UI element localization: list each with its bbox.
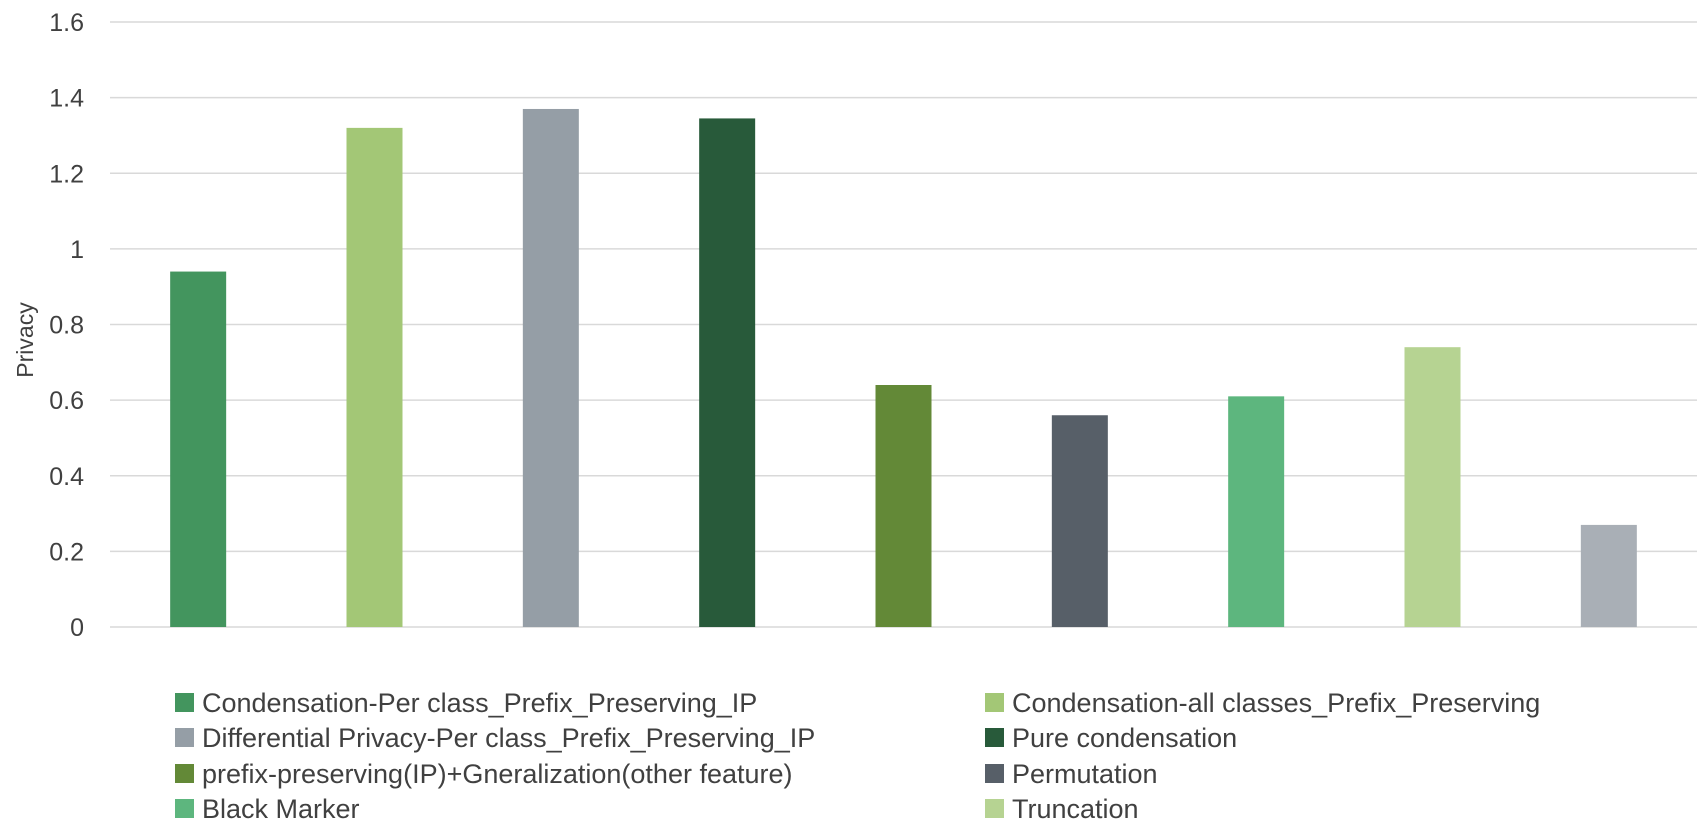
y-tick-label: 0 (70, 614, 84, 642)
y-tick-label: 0.6 (49, 387, 84, 415)
y-tick-label: 0.2 (49, 538, 84, 566)
y-tick-label: 1.6 (49, 9, 84, 37)
legend-swatch (175, 728, 194, 747)
bars (170, 108, 1637, 627)
legend-label: Condensation-Per class_Prefix_Preserving… (202, 688, 757, 718)
y-axis-title: Privacy (12, 302, 38, 378)
legend-label: Differential Privacy-Per class_Prefix_Pr… (202, 723, 815, 753)
y-tick-label: 1.4 (49, 85, 84, 113)
y-axis-ticks: 0 0.2 0.4 0.6 0.8 1 1.2 1.4 1.6 (49, 9, 84, 642)
legend-swatch (985, 693, 1004, 712)
bar (1051, 415, 1108, 627)
legend-label: Black Marker (202, 794, 360, 824)
bar (1228, 396, 1285, 627)
bar (1580, 524, 1637, 627)
bar (699, 118, 756, 627)
y-tick-label: 0.4 (49, 463, 84, 491)
legend: Condensation-Per class_Prefix_Preserving… (175, 688, 1540, 824)
legend-swatch (985, 764, 1004, 783)
legend-label: Condensation-all classes_Prefix_Preservi… (1012, 688, 1540, 718)
legend-swatch (985, 799, 1004, 818)
y-tick-label: 1 (70, 236, 84, 264)
bar (522, 108, 579, 627)
legend-label: prefix-preserving(IP)+Gneralization(othe… (202, 759, 793, 789)
bar (875, 385, 932, 627)
legend-swatch (175, 764, 194, 783)
legend-label: Permutation (1012, 759, 1158, 789)
y-tick-label: 1.2 (49, 160, 84, 188)
y-tick-label: 0.8 (49, 312, 84, 340)
bar (170, 271, 227, 627)
legend-swatch (985, 728, 1004, 747)
bar (1404, 347, 1461, 627)
legend-swatch (175, 693, 194, 712)
bar (346, 127, 403, 627)
legend-label: Truncation (1012, 794, 1139, 824)
legend-swatch (175, 799, 194, 818)
legend-label: Pure condensation (1012, 723, 1237, 753)
